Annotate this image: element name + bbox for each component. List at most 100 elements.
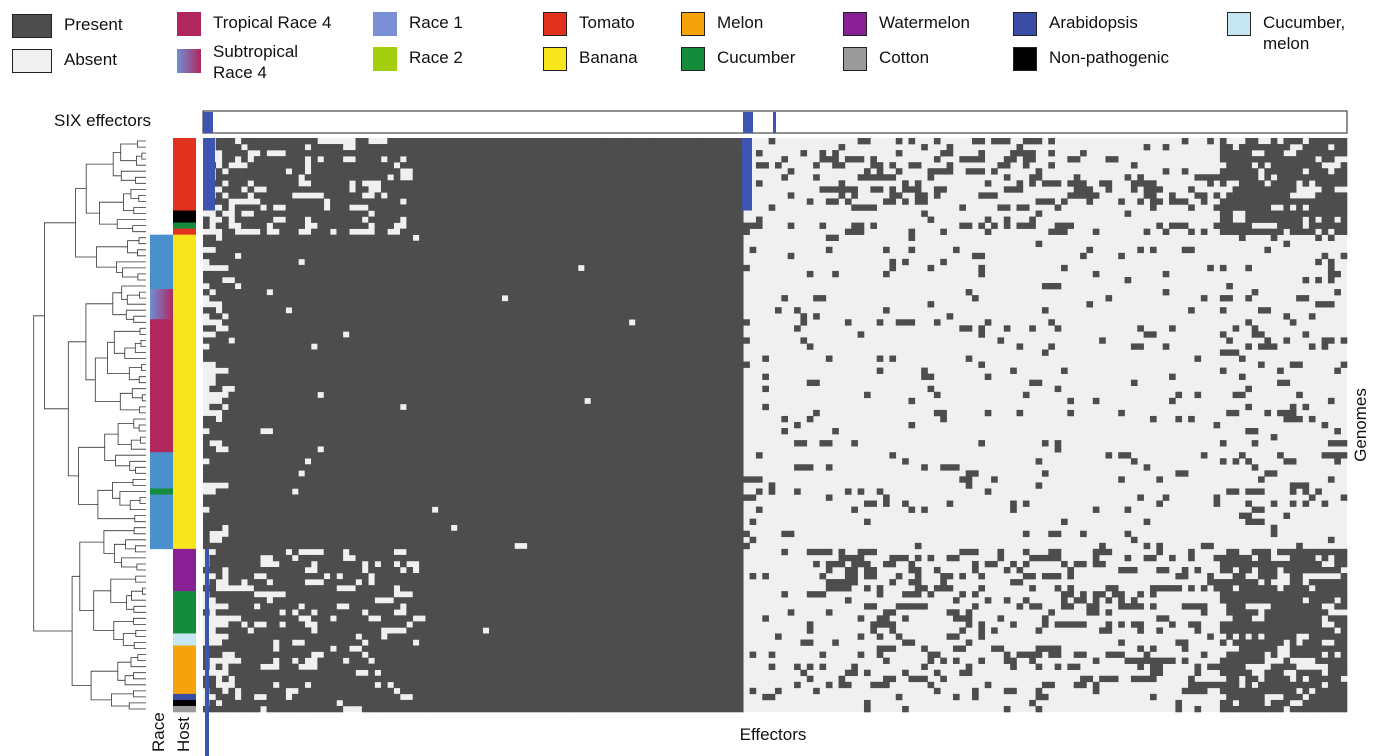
heatmap-cell-present [330,150,363,157]
six-effector-stripe [742,138,752,211]
heatmap-cell-present [730,633,744,640]
heatmap-cell-present [1251,428,1259,435]
six-effector-stripe [203,138,215,211]
heatmap-cell-present [844,319,852,326]
heatmap-cell-present [247,657,255,664]
heatmap-cell-present [253,325,312,332]
heatmap-cell-present [361,289,388,296]
heatmap-cell-present [1327,156,1335,163]
heatmap-cell-present [431,216,642,223]
heatmap-cell-present [1226,699,1233,707]
heatmap-cell-present [1289,361,1303,368]
heatmap-cell-present [1334,579,1348,586]
heatmap-cell-present [927,174,935,181]
heatmap-cell-present [927,373,935,380]
heatmap-cell-present [304,289,363,296]
legend-present: Present [12,14,123,38]
heatmap-cell-present [380,657,394,664]
heatmap-cell-present [1016,204,1030,211]
heatmap-cell-present [234,343,267,350]
heatmap-cell-present [1245,681,1252,689]
heatmap-cell-present [1251,325,1259,332]
heatmap-cell-present [1156,663,1163,670]
heatmap-cell-present [203,307,217,314]
heatmap-cell-present [1302,403,1310,411]
heatmap-cell-present [1054,204,1062,211]
race-block-race-1 [150,494,173,550]
heatmap-cell-present [991,627,998,634]
heatmap-cell-present [291,663,299,670]
dendrogram-branch [139,406,146,414]
heatmap-cell-present [1143,651,1151,658]
heatmap-cell-present [463,313,471,320]
heatmap-cell-present [1264,409,1272,417]
heatmap-cell-present [298,373,420,380]
heatmap-cell-present [800,669,808,677]
heatmap-cell-present [902,458,909,465]
heatmap-cell-present [1118,252,1125,260]
heatmap-cell-present [272,579,305,586]
dendrogram-branch [67,341,86,477]
heatmap-cell-present [876,615,884,622]
heatmap-cell-present [1283,566,1297,574]
heatmap-cell-present [1302,687,1310,695]
heatmap-cell-present [469,349,566,356]
heatmap-cell-present [272,693,280,701]
heatmap-cell-present [520,603,680,610]
heatmap-cell-present [203,566,217,574]
heatmap-cell-present [1067,663,1075,670]
heatmap-cell-present [571,452,661,459]
heatmap-cell-present [215,289,267,296]
heatmap-cell-present [342,651,363,658]
heatmap-cell-present [1200,585,1208,592]
heatmap-cell-present [927,168,935,175]
heatmap-cell-present [1289,168,1297,175]
heatmap-cell-present [317,343,350,350]
heatmap-cell-present [1219,699,1227,707]
dendrogram-branch [120,143,138,162]
heatmap-cell-present [997,204,1011,211]
host-block-tomato [173,228,196,235]
heatmap-cell-present [775,687,782,695]
heatmap-cell-present [279,258,299,266]
heatmap-cell-present [349,530,363,538]
heatmap-cell-present [1092,687,1100,695]
heatmap-cell-present [222,150,236,157]
heatmap-cell-present [1207,138,1214,145]
heatmap-cell-present [298,651,312,658]
heatmap-cell-present [425,349,471,356]
heatmap-cell-present [400,579,420,586]
heatmap-cell-present [330,222,344,229]
heatmap-cell-present [387,168,401,175]
heatmap-cell-present [825,560,846,568]
heatmap-cell-present [304,470,426,477]
heatmap-cell-present [914,573,922,580]
heatmap-cell-present [412,343,458,350]
heatmap-cell-present [743,361,750,368]
heatmap-cell-present [222,428,248,435]
heatmap-cell-present [1321,705,1329,713]
heatmap-cell-present [851,440,858,447]
dendrogram-branch [124,675,146,686]
heatmap-cell-present [260,657,274,664]
heatmap-cell-present [222,645,229,652]
heatmap-cell-present [1219,687,1246,695]
heatmap-cell-present [571,639,725,646]
heatmap-cell-present [228,579,242,586]
heatmap-cell-present [336,645,344,652]
heatmap-cell-present [755,150,763,157]
heatmap-cell-present [1289,627,1297,634]
heatmap-cell-present [1092,681,1100,689]
heatmap-cell-present [781,174,789,181]
heatmap-cell-present [209,270,280,278]
heatmap-cell-present [1289,415,1303,423]
heatmap-cell-present [495,560,744,568]
heatmap-cell-present [1251,464,1259,471]
heatmap-cell-present [813,174,820,181]
heatmap-cell-present [1003,222,1011,229]
heatmap-cell-present [203,222,210,229]
heatmap-cell-present [209,295,217,302]
heatmap-cell-present [984,216,992,223]
heatmap-cell-present [1258,476,1265,483]
heatmap-cell-present [533,542,744,550]
